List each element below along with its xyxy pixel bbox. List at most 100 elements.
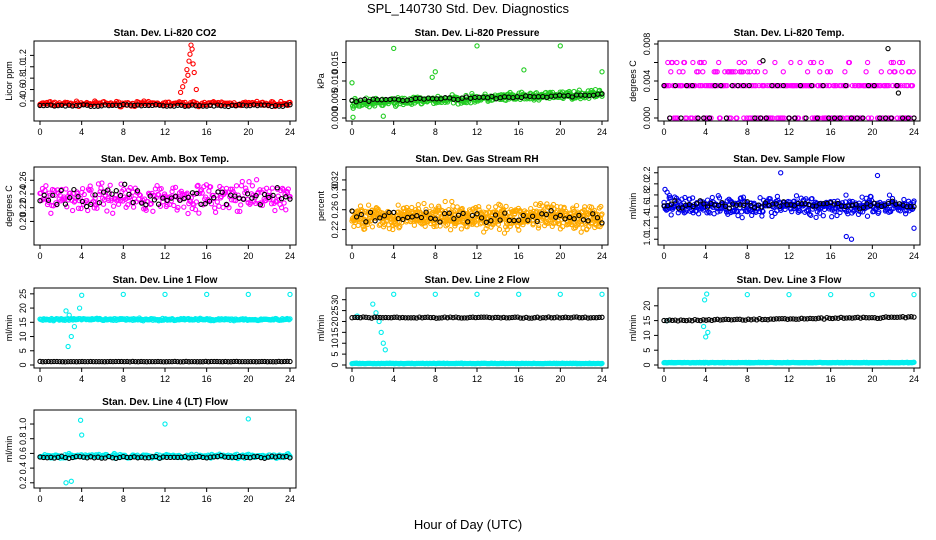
- point-magenta: [716, 59, 722, 66]
- point-cyan: [245, 416, 251, 422]
- point-black: [525, 217, 531, 223]
- point-magenta: [894, 115, 900, 121]
- point-black: [194, 359, 200, 365]
- point-black: [515, 314, 521, 320]
- point-black: [860, 204, 866, 211]
- point-magenta: [90, 192, 96, 198]
- point-cyan: [432, 291, 438, 297]
- point-black: [391, 314, 397, 320]
- point-black: [809, 203, 816, 209]
- point-black: [489, 93, 495, 100]
- point-blue: [664, 189, 670, 195]
- point-black: [149, 454, 155, 460]
- point-magenta: [823, 82, 830, 89]
- point-black: [470, 314, 476, 320]
- point-black: [509, 314, 515, 321]
- point-magenta: [181, 204, 187, 210]
- point-black: [240, 196, 247, 202]
- point-black: [599, 220, 605, 226]
- point-magenta: [104, 208, 110, 214]
- point-black: [186, 359, 192, 365]
- point-black: [116, 358, 122, 365]
- point-black: [256, 358, 262, 365]
- point-black: [113, 188, 119, 194]
- point-magenta: [269, 185, 276, 191]
- point-black: [259, 358, 265, 365]
- point-cyan: [286, 452, 292, 458]
- point-black: [266, 194, 272, 201]
- point-orange: [496, 226, 503, 233]
- point-blue: [666, 195, 672, 201]
- point-blue: [834, 212, 840, 219]
- x-tick-label: 20: [867, 251, 877, 261]
- point-black: [428, 314, 434, 321]
- panel-title: Stan. Dev. Line 2 Flow: [425, 275, 530, 286]
- point-black: [492, 314, 498, 321]
- point-blue: [769, 213, 775, 220]
- point-magenta: [107, 182, 113, 188]
- point-magenta: [238, 202, 244, 208]
- point-black: [744, 199, 750, 205]
- point-blue: [843, 192, 849, 198]
- point-magenta: [698, 59, 704, 66]
- point-black: [211, 454, 217, 460]
- point-magenta: [734, 115, 740, 121]
- point-black: [169, 358, 175, 365]
- point-cyan: [287, 291, 293, 298]
- point-black: [520, 315, 526, 321]
- point-black: [85, 358, 91, 365]
- point-black: [740, 82, 747, 89]
- point-black: [810, 315, 816, 322]
- point-black: [790, 316, 796, 322]
- y-tick-label: 1.8: [642, 189, 652, 202]
- point-cyan: [63, 480, 69, 486]
- point-magenta: [744, 69, 751, 75]
- point-black: [894, 82, 900, 89]
- point-green: [432, 69, 438, 75]
- point-cyan: [79, 292, 85, 298]
- point-magenta: [127, 185, 133, 191]
- y-axis-label: ml/min: [4, 436, 14, 463]
- x-tick-label: 24: [597, 251, 607, 261]
- point-black: [697, 198, 703, 204]
- point-black: [832, 315, 838, 321]
- point-black: [585, 315, 591, 321]
- point-black: [576, 315, 583, 321]
- point-black: [885, 200, 892, 207]
- point-orange: [486, 204, 492, 210]
- point-black: [349, 208, 355, 214]
- point-black: [360, 314, 366, 320]
- plot-frame: [657, 40, 921, 122]
- point-magenta: [849, 82, 856, 89]
- point-green: [380, 113, 386, 119]
- y-tick-label: 0.4: [18, 462, 28, 475]
- point-magenta: [47, 192, 53, 198]
- point-red: [190, 61, 196, 67]
- point-magenta: [57, 192, 63, 198]
- point-black: [571, 314, 577, 320]
- point-orange: [359, 208, 366, 214]
- point-orange: [365, 218, 371, 225]
- point-black: [666, 317, 673, 323]
- point-black: [900, 314, 906, 320]
- x-tick-label: 20: [867, 374, 877, 384]
- point-magenta: [199, 190, 205, 196]
- y-tick-label: 25: [330, 306, 340, 316]
- point-red: [180, 84, 186, 90]
- point-magenta: [846, 59, 853, 66]
- y-tick-label: 5: [18, 348, 28, 353]
- point-orange: [570, 219, 577, 225]
- point-green: [557, 43, 563, 49]
- x-tick-label: 16: [202, 251, 212, 261]
- point-black: [742, 317, 749, 323]
- point-black: [248, 358, 254, 365]
- y-tick-label: 20: [18, 303, 28, 313]
- point-black: [211, 195, 217, 201]
- point-black: [686, 317, 692, 323]
- point-black: [40, 102, 47, 109]
- point-black: [580, 217, 587, 223]
- y-tick-label: 0.8: [18, 432, 28, 445]
- point-black: [270, 192, 276, 199]
- y-tick-label: 0.32: [330, 171, 340, 189]
- y-axis-label: ml/min: [4, 315, 14, 342]
